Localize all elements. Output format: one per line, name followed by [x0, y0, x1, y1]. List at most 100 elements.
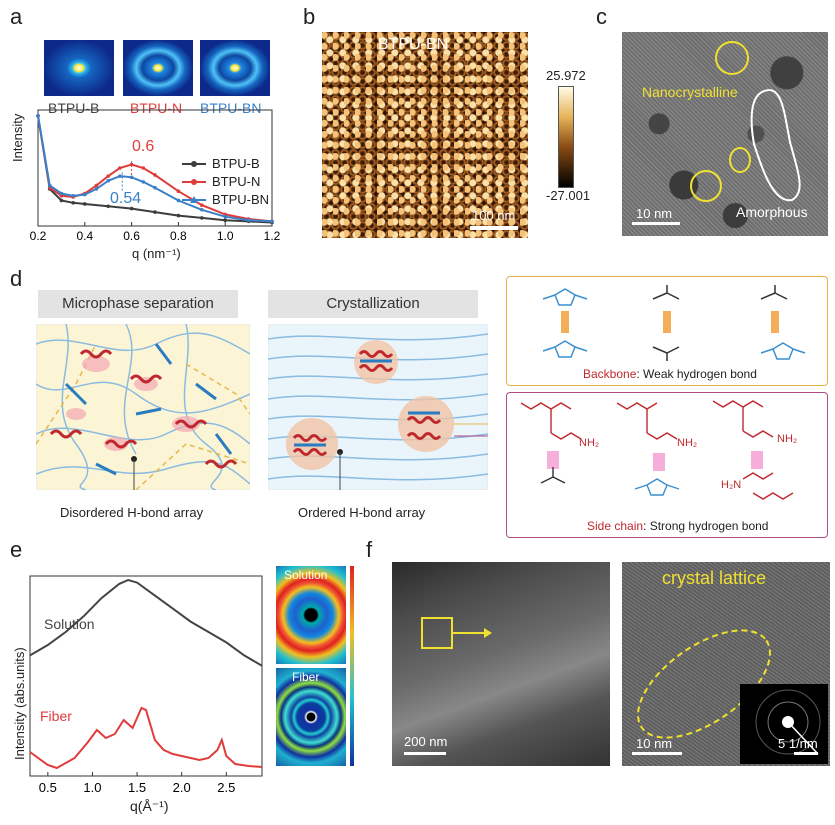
data-point — [36, 114, 40, 118]
side-bold: Side chain — [587, 519, 644, 533]
chart-e-tick-label: 2.0 — [173, 780, 191, 795]
data-point — [153, 173, 157, 177]
microphase-schematic — [36, 324, 250, 490]
peak-label-bn: 0.54 — [110, 190, 142, 207]
nh2-label-1: NH₂ — [579, 437, 600, 449]
chart-a: 0.2 0.4 0.6 0.8 1.0 1.2 — [30, 109, 281, 243]
chart-e-tick-label: 0.5 — [39, 780, 57, 795]
series-line-btpu-n — [37, 115, 273, 223]
data-point — [71, 201, 75, 205]
chart-a-tick-label: 0.8 — [170, 229, 187, 243]
chart-e-tick-label: 1.5 — [128, 780, 146, 795]
data-point — [118, 174, 122, 178]
data-point — [270, 219, 274, 224]
sidechain-caption: Side chain: Strong hydrogen bond — [587, 519, 768, 533]
chart-e-tick-label: 1.0 — [83, 780, 101, 795]
data-point — [129, 206, 134, 211]
backbone-bold: Backbone — [583, 367, 637, 381]
label-fiber: Fiber — [40, 708, 72, 724]
legend-bn: BTPU-BN — [212, 192, 270, 207]
nh2-label-2: NH₂ — [677, 437, 698, 449]
h2n-label: H₂N — [721, 479, 742, 491]
data-point — [106, 178, 110, 183]
panel-label-c: c — [596, 4, 607, 29]
sidechain-structures — [520, 400, 794, 500]
nanocrystal-outline-3 — [690, 170, 722, 202]
chart-e-tick-label: 2.5 — [217, 780, 235, 795]
data-point — [59, 198, 64, 203]
nanocrystal-outline-1 — [715, 41, 749, 75]
panel-label-f: f — [366, 537, 373, 562]
tem-image-f2: crystal lattice 10 nm 5 1/nm — [622, 562, 830, 766]
data-point — [106, 204, 110, 209]
afm-scalebar-line — [470, 226, 518, 230]
data-point — [153, 210, 157, 214]
backbone-structures — [542, 285, 806, 361]
saed-scalebar: 5 1/nm — [778, 736, 818, 751]
label-solution: Solution — [44, 616, 95, 632]
chart-e: 0.5 1.0 1.5 2.0 2.5 — [29, 575, 263, 795]
series-line-solution — [29, 578, 263, 667]
legend-b: BTPU-B — [212, 156, 260, 171]
backbone-caption: Backbone: Weak hydrogen bond — [583, 367, 757, 381]
sidechain-box: NH₂ NH₂ NH₂ H₂N Side chain: Strong hydro… — [506, 392, 828, 538]
inset-btpu-n — [123, 40, 193, 96]
waxs-colorbar — [350, 566, 354, 766]
selection-box — [421, 617, 453, 649]
tem-c-scalebar: 10 nm — [636, 206, 673, 221]
data-point — [83, 202, 87, 206]
data-point — [200, 203, 204, 207]
inset-label-bn: BTPU-BN — [200, 100, 262, 116]
data-point — [176, 198, 181, 203]
lattice-label: crystal lattice — [662, 568, 767, 588]
hdr-microphase: Microphase separation — [38, 290, 238, 318]
inset-solution: Solution — [284, 568, 328, 582]
data-point — [129, 162, 134, 167]
backbone-rest: : Weak hydrogen bond — [636, 367, 757, 381]
data-point — [47, 183, 52, 188]
chart-a-tick-label: 1.2 — [264, 229, 281, 243]
afm-scale-max: 25.972 — [546, 68, 586, 83]
afm-colorbar — [558, 86, 574, 188]
data-point — [94, 187, 99, 191]
peak-label-n: 0.6 — [132, 138, 155, 155]
chart-a-axes — [37, 109, 273, 227]
saxs-insets — [44, 40, 270, 96]
inset-label-n: BTPU-N — [130, 100, 183, 116]
chart-a-tick-label: 0.2 — [30, 229, 47, 243]
tem-f2-scalebar: 10 nm — [636, 736, 673, 751]
legend-n: BTPU-N — [212, 174, 261, 189]
tem-f1-scalebar: 200 nm — [404, 734, 448, 749]
chart-a-tick-label: 1.0 — [217, 229, 234, 243]
tem-f2-overlay — [632, 629, 828, 764]
chart-e-axes — [29, 575, 263, 777]
lattice-outline — [637, 629, 771, 739]
afm-scale-min: -27.001 — [546, 188, 591, 203]
data-point — [200, 207, 204, 212]
legend-markers — [182, 161, 206, 203]
waxs-fiber — [276, 668, 346, 766]
panel-label-d: d — [10, 266, 23, 291]
hdr-crystallization: Crystallization — [268, 290, 478, 318]
inset-btpu-bn — [200, 40, 270, 96]
nh2-label-3: NH₂ — [777, 433, 798, 445]
series-line-btpu-bn — [37, 115, 273, 223]
backbone-box: Backbone: Weak hydrogen bond — [506, 276, 828, 386]
inset-btpu-b — [44, 40, 114, 96]
data-point — [223, 214, 227, 219]
afm-scalebar: 100 nm — [472, 208, 516, 223]
crystallization-schematic — [268, 324, 488, 490]
data-point — [106, 174, 110, 178]
chart-a-tick-label: 0.4 — [76, 229, 93, 243]
data-point — [223, 218, 227, 222]
afm-title: BTPU-BN — [378, 36, 449, 53]
panel-label-e: e — [10, 537, 23, 562]
chart-a-ylabel: Intensity — [10, 113, 25, 162]
data-point — [246, 218, 251, 222]
label-nanocrystalline: Nanocrystalline — [642, 84, 738, 100]
tem-c-scalebar-line — [632, 222, 680, 225]
panel-a: BTPU-B BTPU-N BTPU-BN 0.2 0.4 0.6 0.8 1.0 1.2… — [0, 0, 290, 261]
caption-ordered: Ordered H-bond array — [298, 505, 426, 520]
chart-a-xlabel: q (nm⁻¹) — [132, 246, 181, 261]
nanocrystal-outline-2 — [729, 147, 751, 173]
